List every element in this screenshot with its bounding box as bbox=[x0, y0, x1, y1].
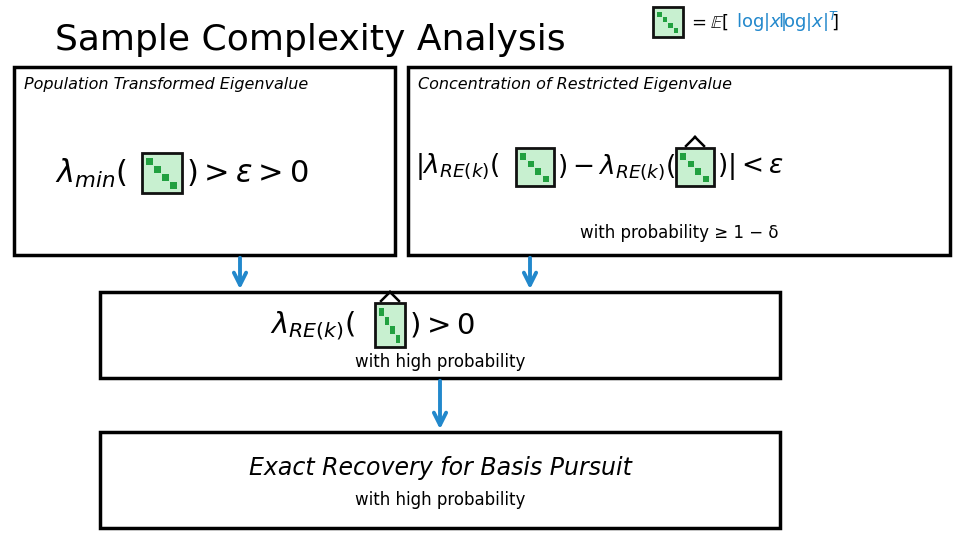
Bar bbox=[408, 67, 950, 255]
Bar bbox=[535, 168, 541, 174]
Text: Population Transformed Eigenvalue: Population Transformed Eigenvalue bbox=[24, 77, 308, 92]
Text: Concentration of Restricted Eigenvalue: Concentration of Restricted Eigenvalue bbox=[418, 77, 732, 92]
Bar bbox=[516, 148, 554, 186]
Text: $) > 0$: $) > 0$ bbox=[409, 310, 474, 340]
Bar bbox=[390, 326, 395, 334]
Text: $\log|x|^T$: $\log|x|^T$ bbox=[778, 10, 839, 34]
Bar bbox=[170, 182, 177, 189]
Text: $|\lambda_{RE(k)}($: $|\lambda_{RE(k)}($ bbox=[415, 152, 500, 183]
Bar bbox=[396, 335, 400, 343]
Bar bbox=[653, 7, 683, 37]
Bar bbox=[676, 148, 714, 186]
Bar bbox=[100, 432, 780, 528]
Bar bbox=[375, 303, 405, 347]
Bar bbox=[668, 23, 673, 28]
Bar bbox=[527, 160, 534, 167]
Bar bbox=[142, 153, 182, 193]
Text: $\log|x|$: $\log|x|$ bbox=[736, 11, 786, 33]
Bar bbox=[14, 67, 395, 255]
Bar bbox=[520, 153, 526, 159]
Text: $= \mathbb{E}[$: $= \mathbb{E}[$ bbox=[688, 12, 729, 32]
Text: $]$: $]$ bbox=[831, 12, 838, 32]
Text: with high probability: with high probability bbox=[355, 353, 525, 371]
Bar bbox=[703, 176, 708, 182]
Text: $\lambda_{RE(k)}($: $\lambda_{RE(k)}($ bbox=[270, 308, 355, 341]
Bar bbox=[662, 17, 667, 22]
Bar bbox=[154, 166, 161, 173]
Text: with high probability: with high probability bbox=[355, 491, 525, 509]
Text: Sample Complexity Analysis: Sample Complexity Analysis bbox=[55, 23, 565, 57]
Text: $\lambda_{min}($: $\lambda_{min}($ bbox=[55, 157, 127, 190]
Bar bbox=[687, 160, 694, 167]
Text: Exact Recovery for Basis Pursuit: Exact Recovery for Basis Pursuit bbox=[249, 456, 632, 480]
Bar bbox=[680, 153, 686, 159]
Text: $) - \lambda_{RE(k)}($: $) - \lambda_{RE(k)}($ bbox=[557, 152, 676, 182]
Bar bbox=[695, 168, 702, 174]
Bar bbox=[674, 28, 678, 33]
Bar bbox=[385, 318, 389, 325]
Bar bbox=[146, 158, 153, 165]
Text: with probability ≥ 1 − δ: with probability ≥ 1 − δ bbox=[580, 224, 779, 242]
Text: $)| < \epsilon$: $)| < \epsilon$ bbox=[717, 152, 784, 183]
Bar bbox=[379, 308, 384, 316]
Text: $) > \epsilon > 0$: $) > \epsilon > 0$ bbox=[186, 158, 309, 188]
Bar bbox=[162, 174, 169, 181]
Bar bbox=[657, 12, 661, 17]
Bar bbox=[542, 176, 549, 182]
Bar bbox=[100, 292, 780, 378]
